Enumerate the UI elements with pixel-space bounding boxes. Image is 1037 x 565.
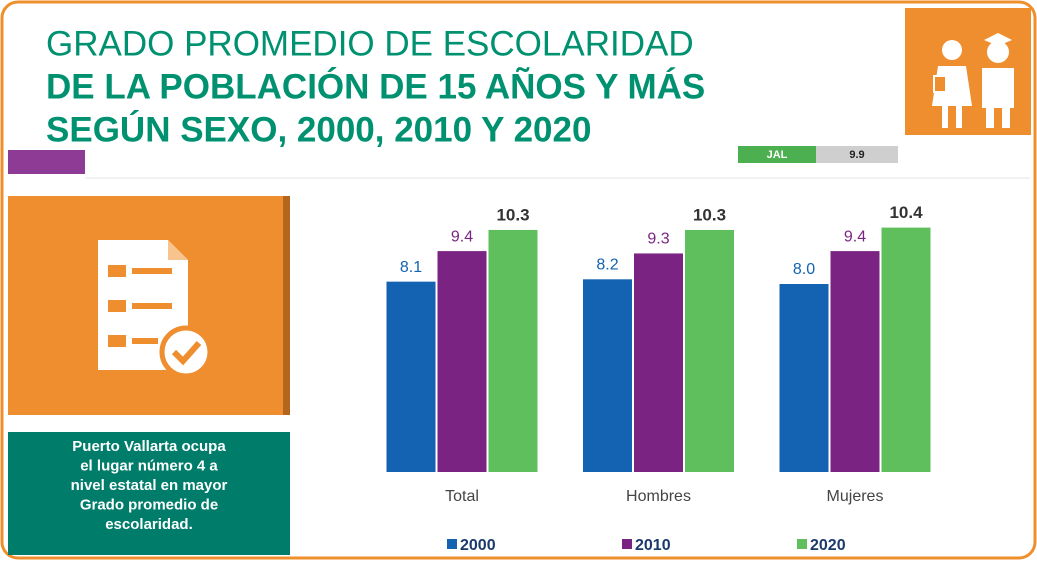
legend-swatch [797,539,807,549]
legend-swatch [622,539,632,549]
people-icon [932,33,1014,128]
note-line: Grado promedio de [80,496,218,513]
badge-value: 9.9 [849,149,864,161]
badge-value-bg [816,146,898,163]
bar [488,229,538,472]
value-label: 10.3 [496,205,529,224]
x-tick-label: Hombres [626,488,691,505]
accent-bar [8,150,85,174]
bar [830,251,880,472]
bar [779,284,829,472]
checklist-icon [98,240,213,379]
side-box-edge [283,196,290,415]
note-box [8,432,290,555]
bar [386,281,436,472]
note: Puerto Vallarta ocupa el lugar número 4 a… [71,438,228,533]
x-tick-label: Total [445,488,479,505]
legend-swatch [447,539,457,549]
value-label: 9.3 [647,231,669,248]
bar [634,253,683,472]
value-label: 9.4 [844,228,866,245]
title-line: GRADO PROMEDIO DE ESCOLARIDAD [46,24,694,63]
title-line: SEGÚN SEXO, 2000, 2010 Y 2020 [46,109,591,149]
value-label: 9.4 [451,228,473,245]
bar [685,229,734,472]
badge-label: JAL [767,149,788,161]
bar [583,279,632,472]
value-label: 8.0 [793,261,815,278]
bar [437,251,487,472]
chart: Total 8.1 9.4 10.3 Hombres 8.2 9.3 10.3 Mujeres 8… [386,203,931,554]
x-tick-label: Mujeres [827,488,884,505]
value-label: 8.2 [596,257,618,274]
note-line: el lugar número 4 a [80,457,218,474]
legend-label: 2020 [810,537,846,554]
badge-label-bg [738,146,816,163]
legend-label: 2010 [635,537,671,554]
note-line: Puerto Vallarta ocupa [72,438,226,455]
value-label: 8.1 [400,259,422,276]
legend-label: 2000 [460,537,496,554]
title-line: DE LA POBLACIÓN DE 15 AÑOS Y MÁS [46,66,705,106]
note-line: escolaridad. [105,516,193,533]
note-line: nivel estatal en mayor [71,477,228,494]
bar [881,227,931,472]
value-label: 10.3 [693,205,726,224]
value-label: 10.4 [889,203,923,222]
